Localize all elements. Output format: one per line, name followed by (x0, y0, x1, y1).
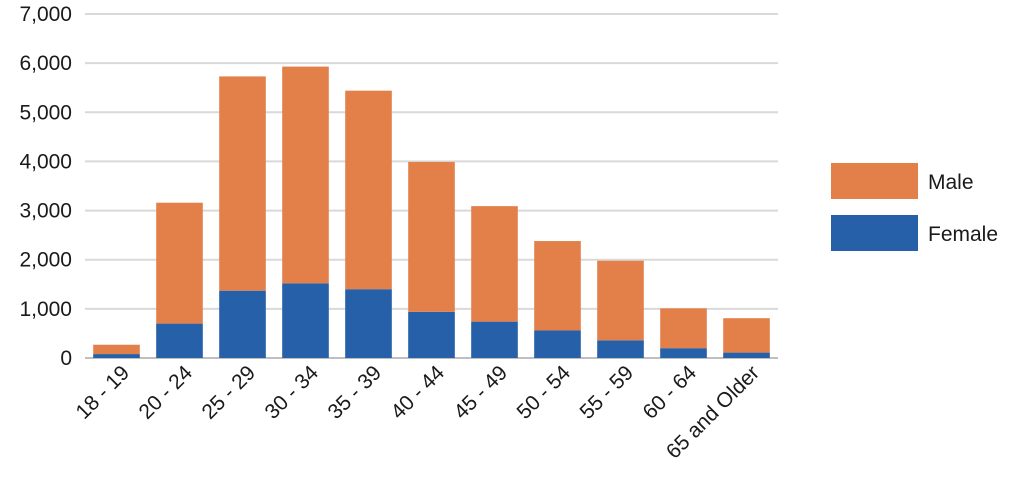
y-tick-label: 3,000 (19, 200, 72, 223)
y-tick-label: 5,000 (19, 101, 72, 124)
bar-female (723, 352, 770, 358)
x-tick-label: 25 - 29 (198, 361, 261, 424)
bar-male (597, 260, 644, 341)
bar-female (471, 321, 518, 358)
legend-label-female: Female (928, 223, 998, 246)
y-tick-label: 7,000 (19, 3, 72, 26)
x-tick-label: 45 - 49 (450, 361, 513, 424)
bar-male (471, 206, 518, 322)
x-tick-label: 50 - 54 (513, 361, 576, 424)
x-tick-label: 20 - 24 (135, 361, 198, 424)
y-tick-label: 1,000 (19, 298, 72, 321)
bar-female (156, 323, 203, 358)
y-tick-label: 2,000 (19, 249, 72, 272)
bar-female (408, 311, 455, 358)
y-tick-label: 6,000 (19, 52, 72, 75)
bar-female (219, 290, 266, 358)
legend-swatch-male (831, 163, 918, 199)
bar-male (660, 308, 707, 349)
bar-female (282, 283, 329, 358)
bar-male (408, 161, 455, 312)
bar-male (93, 344, 140, 355)
bar-male (282, 66, 329, 284)
bar-male (156, 202, 203, 324)
legend-swatch-female (831, 215, 918, 251)
x-tick-label: 35 - 39 (324, 361, 387, 424)
y-tick-label: 0 (60, 347, 72, 370)
bar-female (597, 340, 644, 358)
x-axis-ticks: 18 - 19 20 - 24 25 - 29 30 - 34 35 - 39 40 - … (72, 361, 765, 463)
bar-female (660, 348, 707, 358)
bars (93, 66, 770, 358)
legend: Male Female (831, 163, 998, 251)
bar-male (219, 76, 266, 291)
x-tick-label: 18 - 19 (72, 361, 135, 424)
bar-female (93, 354, 140, 358)
x-tick-label: 55 - 59 (576, 361, 639, 424)
x-tick-label: 60 - 64 (639, 361, 702, 424)
bar-male (534, 241, 581, 331)
legend-label-male: Male (928, 171, 974, 194)
y-axis-ticks: 0 1,000 2,000 3,000 4,000 5,000 6,000 7,000 (19, 3, 72, 370)
bar-female (345, 289, 392, 358)
y-tick-label: 4,000 (19, 150, 72, 173)
bar-male (345, 90, 392, 290)
bar-male (723, 318, 770, 353)
bar-female (534, 330, 581, 358)
x-tick-label: 40 - 44 (387, 361, 450, 424)
x-tick-label: 30 - 34 (261, 361, 324, 424)
